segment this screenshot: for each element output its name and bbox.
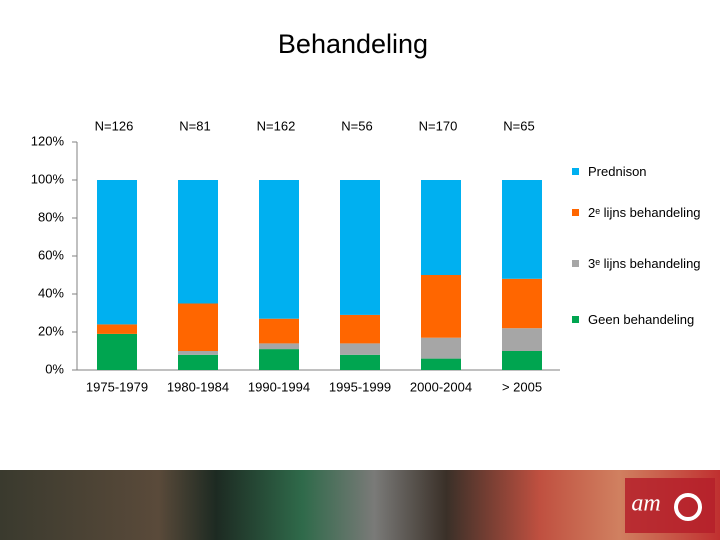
- bar-segment: [421, 337, 461, 359]
- legend-label: 3ᵉ lijns behandeling: [588, 256, 701, 271]
- bar-segment: [340, 354, 380, 370]
- bar-segment: [97, 324, 137, 334]
- y-tick-label: 60%: [38, 247, 64, 262]
- x-tick-label: 1995-1999: [329, 379, 391, 394]
- legend-swatch: [572, 168, 579, 175]
- annotation: N=170: [419, 118, 458, 133]
- annotation: N=126: [95, 118, 134, 133]
- bar-segment: [421, 180, 461, 275]
- legend-label: 2ᵉ lijns behandeling: [588, 205, 701, 220]
- bar-segment: [502, 351, 542, 370]
- photo-strip: [0, 470, 720, 540]
- bar-segment: [340, 343, 380, 355]
- bar-segment: [178, 180, 218, 304]
- y-tick-label: 80%: [38, 209, 64, 224]
- legend-label: Prednison: [588, 164, 647, 179]
- bar-segment: [259, 180, 299, 319]
- chart-title: Behandeling: [278, 29, 428, 59]
- bar-segment: [340, 314, 380, 344]
- y-tick-label: 20%: [38, 323, 64, 338]
- bar-segment: [502, 180, 542, 279]
- bar-segment: [178, 351, 218, 355]
- bar-segment: [340, 180, 380, 315]
- annotation: N=65: [503, 118, 534, 133]
- annotation: N=81: [179, 118, 210, 133]
- bar-segment: [502, 278, 542, 329]
- annotation: N=162: [257, 118, 296, 133]
- bar-segment: [421, 358, 461, 370]
- legend-swatch: [572, 260, 579, 267]
- x-tick-label: > 2005: [502, 379, 542, 394]
- bar-segment: [178, 303, 218, 351]
- logo-mark: [674, 493, 702, 521]
- bar-segment: [97, 333, 137, 370]
- x-tick-label: 1975-1979: [86, 379, 148, 394]
- legend-label: Geen behandeling: [588, 312, 695, 327]
- legend-swatch: [572, 316, 579, 323]
- logo: am: [631, 491, 660, 517]
- x-tick-label: 1990-1994: [248, 379, 310, 394]
- y-tick-label: 0%: [45, 361, 64, 376]
- x-tick-label: 2000-2004: [410, 379, 472, 394]
- bar-segment: [97, 180, 137, 325]
- y-tick-label: 40%: [38, 285, 64, 300]
- legend-swatch: [572, 209, 579, 216]
- bar-segment: [259, 349, 299, 370]
- x-tick-label: 1980-1984: [167, 379, 229, 394]
- y-tick-label: 100%: [31, 171, 65, 186]
- bar-segment: [178, 354, 218, 370]
- bar-segment: [502, 328, 542, 351]
- bar-segment: [259, 318, 299, 344]
- bar-segment: [421, 275, 461, 338]
- annotation: N=56: [341, 118, 372, 133]
- bar-segment: [259, 343, 299, 350]
- y-tick-label: 120%: [31, 133, 65, 148]
